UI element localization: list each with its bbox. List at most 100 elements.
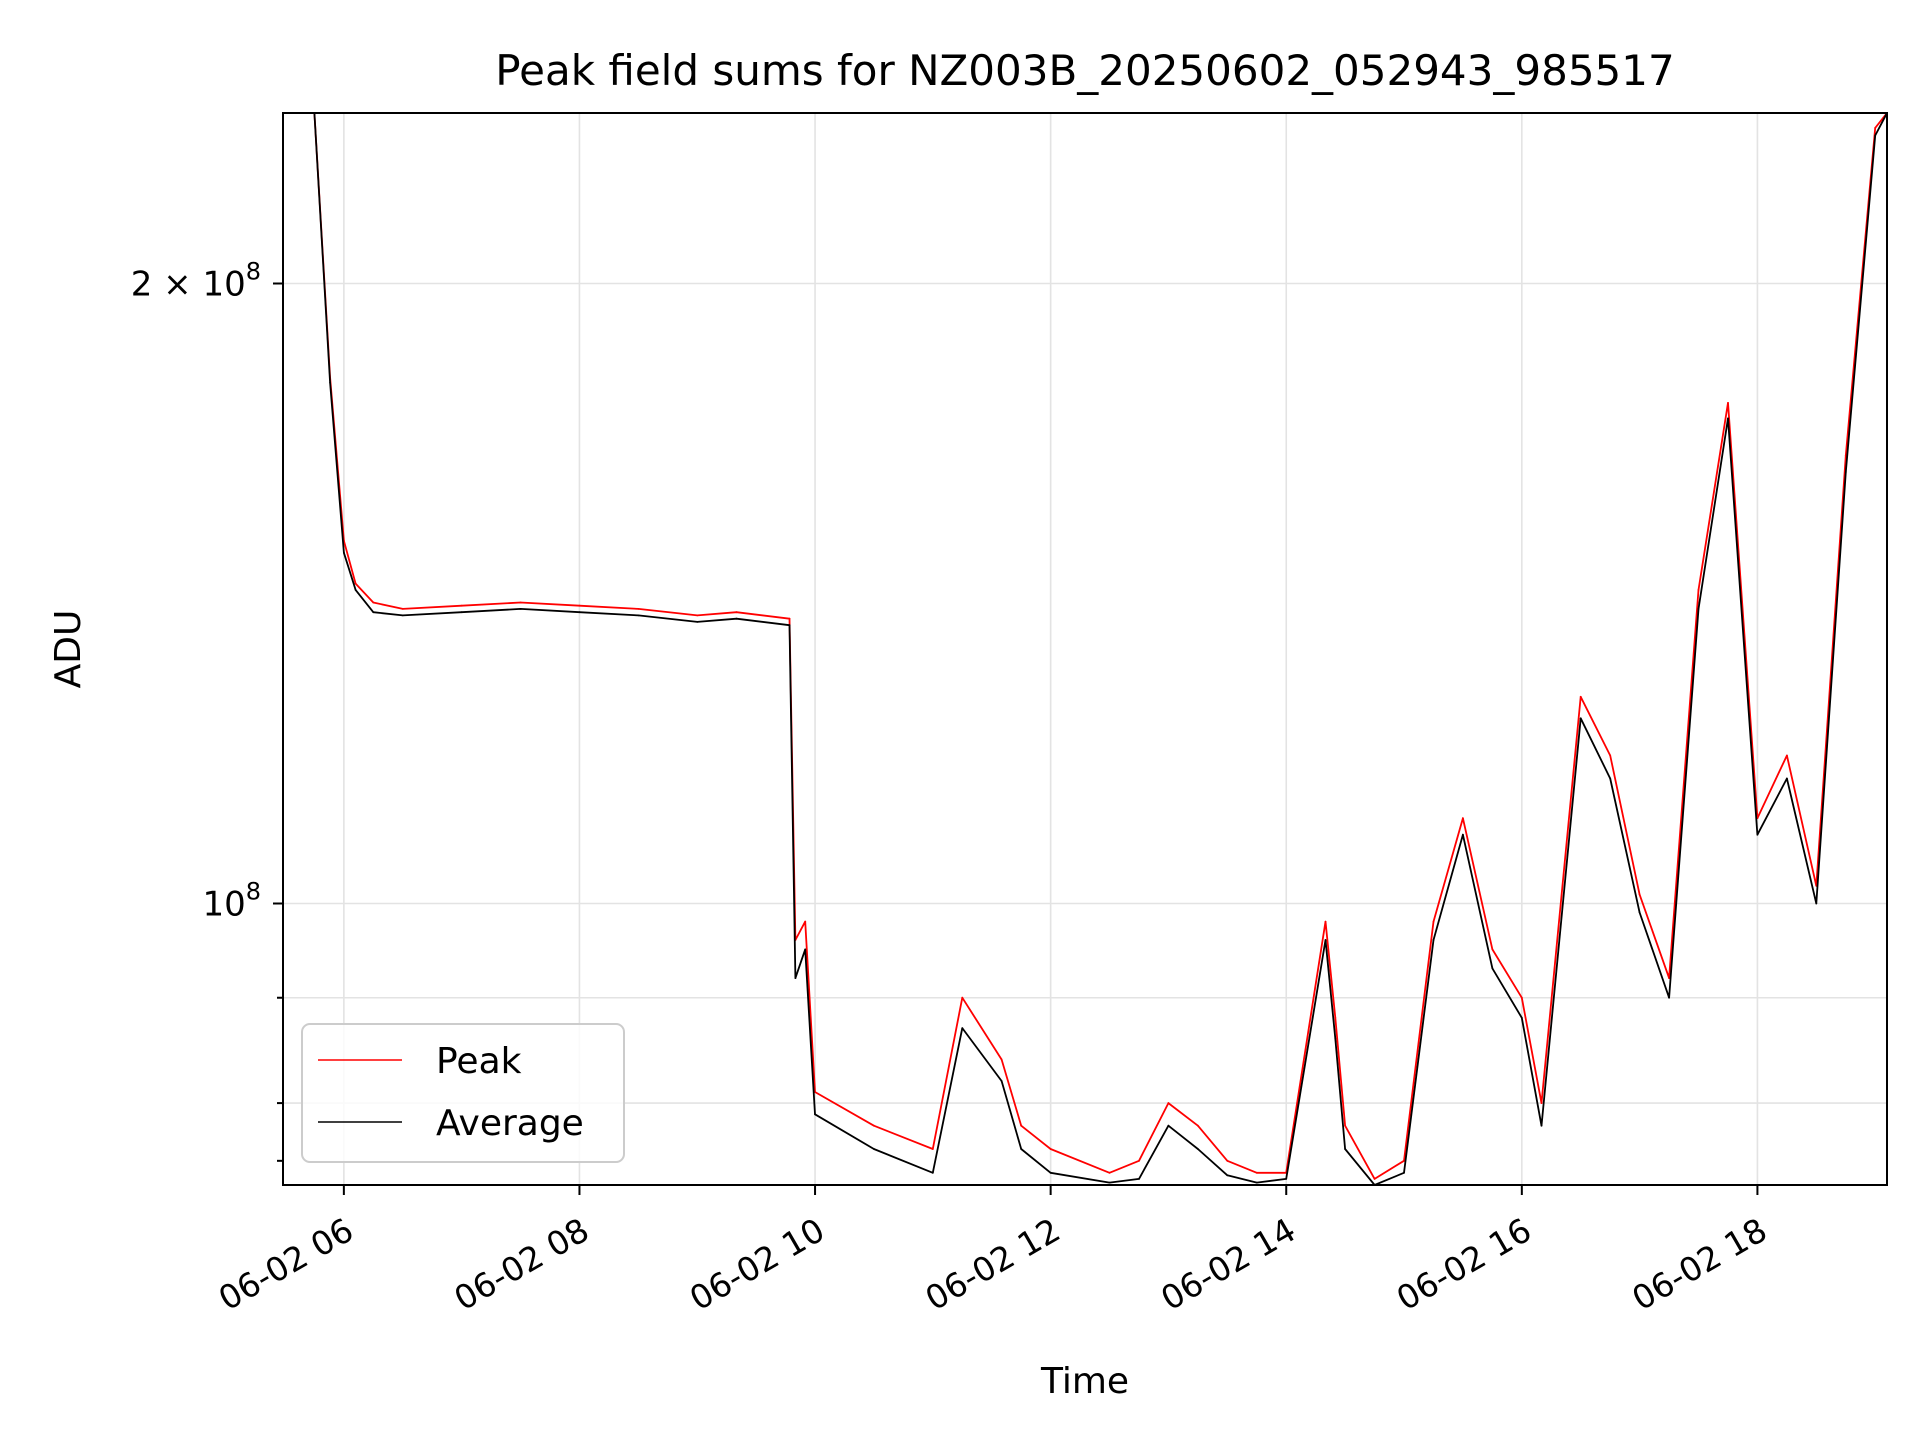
legend: Peak Average bbox=[301, 1023, 625, 1163]
data-point-peak bbox=[696, 614, 699, 617]
data-point-average bbox=[931, 1171, 934, 1174]
data-point-peak bbox=[1462, 817, 1464, 820]
data-point-average bbox=[1197, 1148, 1199, 1150]
data-point-average bbox=[1815, 902, 1818, 905]
data-point-average bbox=[1255, 1181, 1258, 1184]
data-point-average bbox=[1756, 833, 1759, 836]
data-point-peak bbox=[460, 604, 463, 607]
data-point-average bbox=[1520, 1016, 1523, 1019]
data-point-average bbox=[1226, 1174, 1229, 1177]
data-point-peak bbox=[1049, 1148, 1052, 1150]
data-point-peak bbox=[1255, 1171, 1258, 1174]
data-point-average bbox=[1334, 1037, 1337, 1040]
data-point-average bbox=[1432, 939, 1435, 941]
legend-label-peak: Peak bbox=[436, 1041, 522, 1082]
data-point-average bbox=[788, 624, 791, 627]
data-point-average bbox=[735, 617, 738, 620]
data-point-peak bbox=[1697, 589, 1700, 591]
data-point-average bbox=[1462, 833, 1464, 836]
data-point-peak bbox=[1167, 1102, 1170, 1104]
data-point-peak bbox=[788, 617, 791, 620]
data-point-average bbox=[1697, 608, 1700, 610]
data-point-average bbox=[401, 614, 404, 617]
data-point-average bbox=[1668, 996, 1670, 999]
legend-frame bbox=[301, 1023, 625, 1163]
legend-label-average: Average bbox=[436, 1103, 584, 1144]
data-point-peak bbox=[1373, 1178, 1376, 1180]
data-point-average bbox=[329, 381, 331, 384]
data-point-peak bbox=[1403, 1159, 1405, 1162]
data-point-average bbox=[1324, 939, 1327, 941]
y-tick-label-exp: 8 bbox=[246, 258, 261, 286]
data-point-average bbox=[372, 611, 375, 614]
y-tick-label: 2 × 108 bbox=[131, 258, 261, 305]
data-point-average bbox=[794, 977, 797, 979]
y-tick-label-base: 10 bbox=[202, 885, 245, 925]
data-point-peak bbox=[1000, 1058, 1003, 1061]
data-point-peak bbox=[1432, 920, 1435, 923]
y-axis-label: ADU bbox=[48, 610, 89, 689]
data-point-peak bbox=[372, 601, 375, 604]
data-point-peak bbox=[931, 1148, 934, 1150]
data-point-peak bbox=[1668, 977, 1670, 979]
data-point-average bbox=[1138, 1178, 1140, 1180]
data-point-peak bbox=[1108, 1171, 1111, 1174]
y-tick-label-exp: 8 bbox=[246, 878, 261, 906]
data-point-peak bbox=[735, 611, 738, 614]
data-point-peak bbox=[1197, 1124, 1199, 1127]
data-point-peak bbox=[1138, 1159, 1140, 1162]
data-point-average bbox=[1844, 471, 1847, 473]
data-point-average bbox=[1108, 1181, 1111, 1184]
data-point-peak bbox=[1226, 1159, 1229, 1162]
data-point-peak bbox=[1579, 695, 1582, 698]
data-point-average bbox=[1609, 777, 1612, 780]
data-point-peak bbox=[1344, 1124, 1346, 1127]
data-point-peak bbox=[961, 996, 964, 999]
y-tick-label-base: 2 × 10 bbox=[131, 265, 246, 305]
data-point-average bbox=[1285, 1178, 1288, 1180]
data-point-peak bbox=[1324, 920, 1327, 923]
data-point-average bbox=[1786, 777, 1788, 780]
data-point-average bbox=[696, 621, 699, 623]
data-point-peak bbox=[354, 582, 357, 585]
data-point-peak bbox=[1609, 754, 1612, 757]
data-point-average bbox=[1020, 1148, 1023, 1150]
data-point-average bbox=[1049, 1171, 1052, 1174]
data-point-average bbox=[1874, 134, 1877, 137]
data-point-average bbox=[343, 551, 345, 554]
y-tick-label: 108 bbox=[202, 878, 261, 925]
grid bbox=[283, 113, 1887, 1185]
data-point-average bbox=[578, 611, 581, 614]
x-axis-label: Time bbox=[1040, 1361, 1129, 1402]
data-point-average bbox=[1491, 967, 1494, 970]
data-point-peak bbox=[804, 920, 807, 923]
data-point-peak bbox=[1844, 454, 1847, 457]
data-point-average bbox=[1579, 717, 1582, 720]
series-layer bbox=[283, 113, 1887, 1185]
data-point-peak bbox=[637, 608, 640, 610]
data-point-average bbox=[354, 589, 357, 591]
data-point-average bbox=[1540, 1124, 1543, 1127]
plot-frame bbox=[282, 112, 1888, 1186]
data-point-average bbox=[1344, 1148, 1346, 1150]
data-point-average bbox=[1403, 1171, 1405, 1174]
data-point-average bbox=[519, 608, 522, 610]
data-point-average bbox=[460, 611, 463, 614]
data-point-average bbox=[1638, 911, 1641, 914]
data-point-peak bbox=[401, 608, 404, 610]
series-line-average bbox=[283, 113, 1887, 1185]
data-point-peak bbox=[1786, 754, 1788, 757]
series-line-peak bbox=[283, 113, 1887, 1180]
data-point-peak bbox=[873, 1124, 875, 1127]
data-point-average bbox=[804, 948, 807, 951]
data-point-peak bbox=[1727, 402, 1729, 404]
data-point-peak bbox=[1520, 996, 1523, 999]
data-point-peak bbox=[1874, 127, 1877, 129]
data-point-average bbox=[814, 1113, 816, 1116]
data-point-peak bbox=[1020, 1124, 1023, 1127]
chart-title: Peak field sums for NZ003B_20250602_0529… bbox=[495, 46, 1674, 95]
data-point-average bbox=[637, 614, 640, 617]
